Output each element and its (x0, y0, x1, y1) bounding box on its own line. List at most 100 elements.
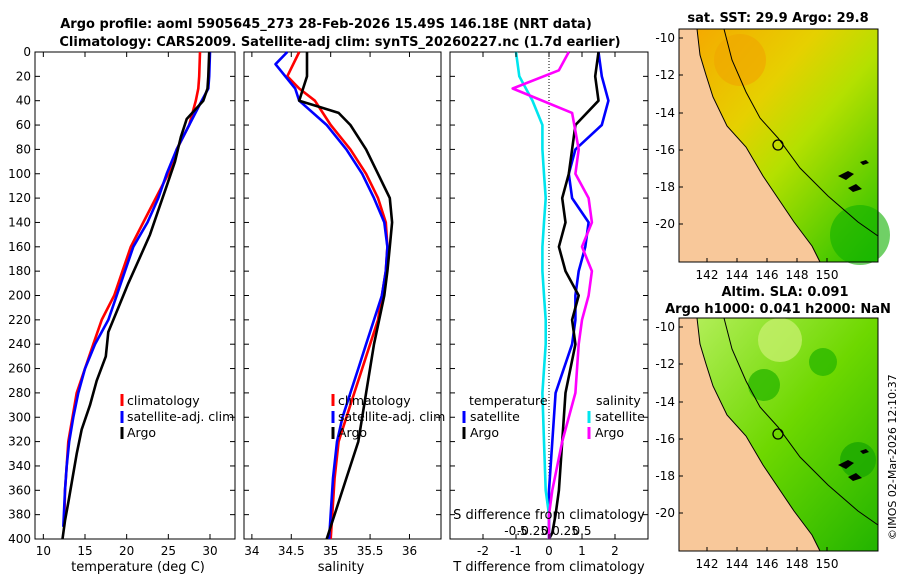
top-tick-label: 0.5 (572, 524, 591, 538)
y-tick-label: 180 (8, 264, 31, 278)
map-x-tick-label: 146 (756, 557, 779, 571)
legend-label-sal-argo: Argo (595, 425, 624, 440)
sst-map: sat. SST: 29.9 Argo: 29.8 142 144 146 148 15… (655, 11, 890, 282)
y-tick-label: 260 (8, 362, 31, 376)
sla-reef-islands (838, 449, 869, 481)
sla-map-title-2: Argo h1000: 0.041 h2000: NaN (665, 302, 891, 317)
salinity-xlabel: salinity (318, 560, 365, 575)
sst-map-shelf-contour (723, 28, 879, 237)
difference-panel: -2 -1 0 1 2-0.5-0.250 0.250.5 temperature sat… (449, 51, 649, 575)
y-tick-label: 200 (8, 289, 31, 303)
y-tick-label: 60 (16, 118, 31, 132)
top-tick-label: 0.25 (552, 524, 579, 538)
legend-label-climatology: climatology (127, 393, 200, 408)
map-y-tick-label: -20 (655, 506, 675, 520)
map-y-tick-label: -18 (655, 180, 675, 194)
x-tick-label: -1 (510, 544, 522, 558)
sla-argo-location-marker (772, 428, 784, 440)
y-tick-label: 140 (8, 215, 31, 229)
y-tick-label: 20 (16, 69, 31, 83)
map-y-tick-label: -18 (655, 469, 675, 483)
sla-map-frame (678, 317, 879, 552)
map-y-tick-label: -14 (655, 106, 675, 120)
sla-map-title-1: Altim. SLA: 0.091 (722, 285, 849, 300)
top-tick-label: 0 (541, 524, 549, 538)
y-tick-label: 320 (8, 435, 31, 449)
temperature-xlabel: temperature (deg C) (71, 560, 205, 575)
x-tick-label: 25 (161, 544, 176, 558)
map-x-tick-label: 142 (696, 557, 719, 571)
sst-cool-patch (830, 205, 890, 265)
legend-label-argo: Argo (338, 425, 367, 440)
title-line-1: Argo profile: aoml 5905645_273 28-Feb-20… (60, 17, 592, 32)
temperature-difference-xlabel: T difference from climatology (452, 560, 645, 575)
legend-label-satellite-adj: satellite-adj. clim (338, 409, 445, 424)
map-y-tick-label: -12 (655, 357, 675, 371)
x-tick-label: 35.5 (357, 544, 384, 558)
x-tick-label: 1 (578, 544, 586, 558)
y-tick-label: 40 (16, 94, 31, 108)
y-tick-label: 340 (8, 459, 31, 473)
series-line-argo (297, 52, 394, 540)
legend-label-temp-satellite: satellite (470, 409, 520, 424)
legend-title-salinity: salinity (596, 393, 641, 408)
map-x-tick-label: 148 (786, 268, 809, 282)
y-tick-label: 160 (8, 240, 31, 254)
series-line-salinity-satellite (514, 51, 551, 539)
sst-reef-islands (838, 160, 869, 192)
x-tick-label: 15 (77, 544, 92, 558)
y-tick-label: 380 (8, 508, 31, 522)
x-tick-label: 35 (323, 544, 338, 558)
map-y-tick-label: -14 (655, 395, 675, 409)
imos-watermark: ©IMOS 02-Mar-2026 12:10:37 (886, 374, 899, 540)
x-tick-label: 36 (402, 544, 417, 558)
map-y-tick-label: -20 (655, 217, 675, 231)
legend-title-temperature: temperature (469, 393, 548, 408)
map-x-tick-label: 146 (756, 268, 779, 282)
y-tick-label: 120 (8, 191, 31, 205)
legend-label-temp-argo: Argo (470, 425, 499, 440)
salinity-panel: 34 34.5 35 35.5 36 climatology satellite-adj… (243, 51, 445, 575)
map-x-tick-label: 144 (726, 557, 749, 571)
top-tick-label: -0.5 (504, 524, 527, 538)
legend-label-sal-satellite: satellite (595, 409, 645, 424)
temperature-legend: climatology satellite-adj. clim Argo (120, 393, 234, 440)
legend-label-argo: Argo (127, 425, 156, 440)
sst-map-frame (678, 28, 879, 263)
difference-legend: temperature satellite Argo salinity sate… (462, 393, 645, 440)
map-y-tick-label: -16 (655, 432, 675, 446)
x-tick-label: 20 (119, 544, 134, 558)
salinity-difference-label: S difference from climatology (453, 508, 645, 523)
y-tick-label: 300 (8, 410, 31, 424)
temperature-panel: 0 20 40 60 80 100 120 140 160 180 200 220 240 260 280 3… (8, 45, 236, 575)
sst-argo-location-marker (772, 139, 784, 151)
title-line-2: Climatology: CARS2009. Satellite-adj cli… (59, 35, 620, 50)
x-tick-label: 10 (36, 544, 51, 558)
x-tick-label: -2 (477, 544, 489, 558)
map-y-tick-label: -10 (655, 320, 675, 334)
sla-patch-dark-1 (748, 369, 780, 401)
sla-map-shelf-contour (723, 317, 879, 526)
x-tick-label: 2 (611, 544, 619, 558)
x-tick-label: 0 (545, 544, 553, 558)
y-tick-label: 100 (8, 167, 31, 181)
sla-patch-light (758, 318, 802, 362)
sst-warm-patch (714, 34, 766, 86)
series-line-salinity-argo (511, 51, 594, 539)
salinity-legend: climatology satellite-adj. clim Argo (331, 393, 445, 440)
series-line-satellite-adj-clim (274, 51, 389, 540)
map-x-tick-label: 150 (816, 557, 839, 571)
series-line-argo (61, 51, 211, 540)
map-x-tick-label: 150 (816, 268, 839, 282)
legend-label-satellite-adj: satellite-adj. clim (127, 409, 234, 424)
y-tick-label: 280 (8, 386, 31, 400)
map-x-tick-label: 142 (696, 268, 719, 282)
sla-map: Altim. SLA: 0.091 Argo h1000: 0.041 h200… (655, 285, 890, 571)
y-tick-label: 80 (16, 142, 31, 156)
y-tick-label: 0 (23, 45, 31, 59)
x-tick-label: 30 (202, 544, 217, 558)
legend-label-climatology: climatology (338, 393, 411, 408)
top-tick-label: -0.25 (517, 524, 548, 538)
